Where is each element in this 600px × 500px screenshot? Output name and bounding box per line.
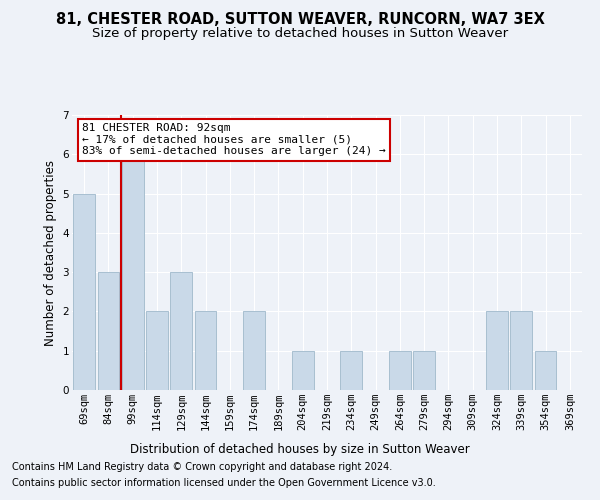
Bar [73, 194, 95, 390]
Text: 81 CHESTER ROAD: 92sqm
← 17% of detached houses are smaller (5)
83% of semi-deta: 81 CHESTER ROAD: 92sqm ← 17% of detached… [82, 123, 386, 156]
Y-axis label: Number of detached properties: Number of detached properties [44, 160, 57, 346]
Bar [413, 350, 435, 390]
Bar [122, 154, 143, 390]
Text: Size of property relative to detached houses in Sutton Weaver: Size of property relative to detached ho… [92, 28, 508, 40]
Bar [243, 312, 265, 390]
Bar [170, 272, 192, 390]
Bar [389, 350, 411, 390]
Bar [535, 350, 556, 390]
Bar [340, 350, 362, 390]
Bar [511, 312, 532, 390]
Text: 81, CHESTER ROAD, SUTTON WEAVER, RUNCORN, WA7 3EX: 81, CHESTER ROAD, SUTTON WEAVER, RUNCORN… [56, 12, 544, 28]
Bar [292, 350, 314, 390]
Bar [146, 312, 168, 390]
Bar [486, 312, 508, 390]
Text: Distribution of detached houses by size in Sutton Weaver: Distribution of detached houses by size … [130, 442, 470, 456]
Text: Contains public sector information licensed under the Open Government Licence v3: Contains public sector information licen… [12, 478, 436, 488]
Text: Contains HM Land Registry data © Crown copyright and database right 2024.: Contains HM Land Registry data © Crown c… [12, 462, 392, 472]
Bar [194, 312, 217, 390]
Bar [97, 272, 119, 390]
